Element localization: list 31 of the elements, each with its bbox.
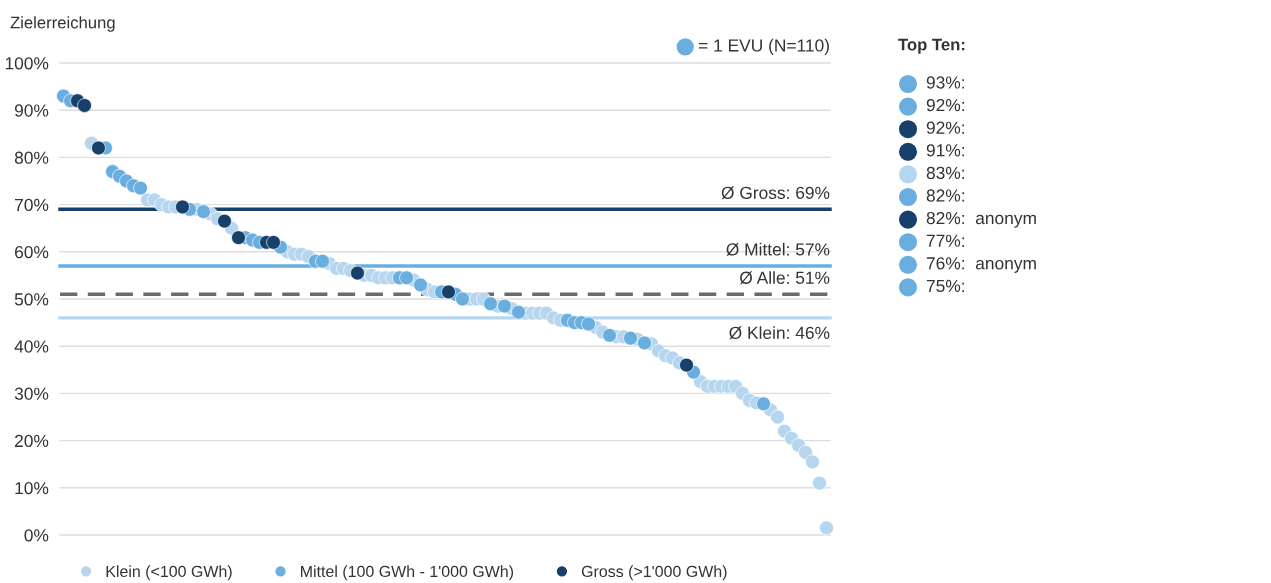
y-axis-title: Zielerreichung <box>10 16 115 32</box>
y-tick-label: 90% <box>14 104 49 117</box>
text: 93%: <box>926 76 964 89</box>
text: 82%: <box>926 189 964 202</box>
ref-line-label: Ø Gross: 69% <box>721 186 830 200</box>
legend-label: Gross (>1'000 GWh) <box>581 565 727 581</box>
text: 92%: <box>926 121 964 134</box>
text: 75%: <box>926 279 964 293</box>
legend-label: Klein (<100 GWh) <box>106 565 232 581</box>
y-tick-label: 70% <box>15 198 49 212</box>
y-tick-label: 30% <box>14 387 49 400</box>
ref-line-label: Ø Klein: 46% <box>729 326 830 340</box>
ref-line-label: Ø Mittel: 57% <box>726 242 830 256</box>
text: 91%: <box>926 144 964 157</box>
legend-label: Mittel (100 GWh - 1'000 GWh) <box>301 565 514 581</box>
y-tick-label: 60% <box>15 245 49 259</box>
y-tick-label: 80% <box>14 151 49 164</box>
text: 83%: <box>926 166 964 180</box>
text: 76%: anonym <box>926 257 1036 273</box>
y-tick-label: 10% <box>15 481 49 495</box>
text: = 1 EVU (N=110) <box>698 38 829 56</box>
y-tick-label: 50% <box>14 293 49 306</box>
y-tick-label: 100% <box>5 57 49 70</box>
text: Top Ten: <box>898 38 965 54</box>
y-tick-label: 20% <box>15 434 49 448</box>
text: 92%: <box>926 98 964 112</box>
text: 77%: <box>926 234 964 247</box>
ref-line-label: Ø Alle: 51% <box>739 271 830 285</box>
y-tick-label: 40% <box>14 340 49 353</box>
y-tick-label: 0% <box>24 529 49 542</box>
text: 82%: anonym <box>926 211 1036 228</box>
